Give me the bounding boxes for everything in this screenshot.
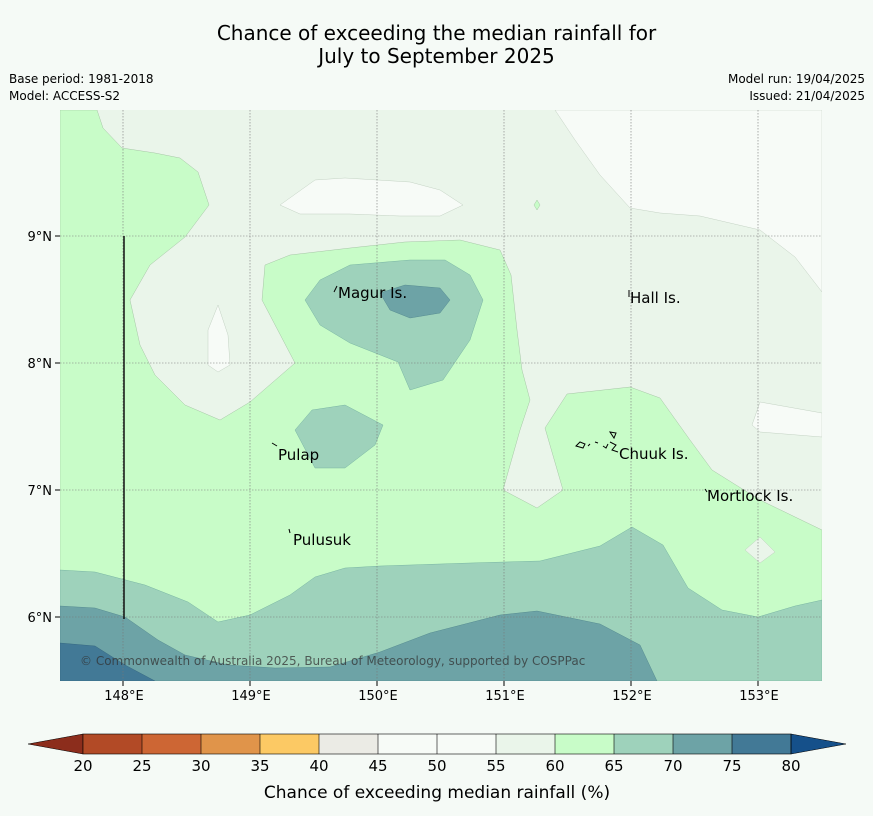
island-pulusuk xyxy=(288,528,291,534)
colorbar-seg-35-40 xyxy=(260,734,319,754)
colorbar-seg-65-70 xyxy=(614,734,673,754)
lat-label-6: 6°N xyxy=(28,611,53,626)
contour-hole-west xyxy=(207,304,231,373)
colorbar-seg-75-80 xyxy=(732,734,791,754)
colorbar-tick-20: 20 xyxy=(73,757,92,775)
colorbar-tick-40: 40 xyxy=(309,757,328,775)
colorbar-extend-low xyxy=(27,733,84,755)
contour-75-80 xyxy=(60,642,156,681)
colorbar-tick-35: 35 xyxy=(250,757,269,775)
lon-label-150: 150°E xyxy=(358,689,398,704)
lon-label-153: 153°E xyxy=(739,689,779,704)
island-magur xyxy=(333,285,338,293)
colorbar-tick-70: 70 xyxy=(663,757,682,775)
map-plot: © Commonwealth of Australia 2025, Bureau… xyxy=(60,110,822,681)
contour-70-75-south xyxy=(60,605,658,681)
colorbar-seg-70-75 xyxy=(673,734,732,754)
contour-hole-east xyxy=(744,536,776,564)
colorbar-tick-65: 65 xyxy=(604,757,623,775)
lat-label-9: 9°N xyxy=(28,230,53,245)
island-pulap xyxy=(271,442,278,447)
lon-label-151: 151°E xyxy=(485,689,525,704)
place-pulusuk: Pulusuk xyxy=(293,531,351,549)
map-title: Chance of exceeding the median rainfall … xyxy=(0,22,873,68)
contour-70-75-magur xyxy=(379,284,451,319)
colorbar-tick-30: 30 xyxy=(191,757,210,775)
islands xyxy=(271,285,708,534)
title-line-2: July to September 2025 xyxy=(318,44,555,68)
colorbar-tick-50: 50 xyxy=(427,757,446,775)
colorbar-seg-60-65 xyxy=(555,734,614,754)
colorbar-seg-55-60 xyxy=(496,734,555,754)
colorbar-seg-50-55 xyxy=(437,734,496,754)
gridlines xyxy=(60,110,822,681)
place-magur: Magur Is. xyxy=(338,284,407,302)
place-chuuk: Chuuk Is. xyxy=(619,445,688,463)
contour-dot xyxy=(533,199,541,211)
contour-50-55-ne xyxy=(554,110,822,293)
colorbar-seg-25-30 xyxy=(142,734,201,754)
colorbar-tick-75: 75 xyxy=(722,757,741,775)
place-pulap: Pulap xyxy=(278,446,319,464)
lon-label-152: 152°E xyxy=(612,689,652,704)
issued-date: Issued: 21/04/2025 xyxy=(749,89,865,103)
place-mortlock: Mortlock Is. xyxy=(707,487,793,505)
place-hall: Hall Is. xyxy=(630,289,681,307)
lon-label-149: 149°E xyxy=(231,689,271,704)
island-chuuk xyxy=(575,431,619,453)
contour-65-70-pulap xyxy=(294,404,384,469)
colorbar-seg-40-45 xyxy=(319,734,378,754)
lon-label-148: 148°E xyxy=(104,689,144,704)
meta-right: Model run: 19/04/2025 Issued: 21/04/2025 xyxy=(728,71,865,105)
colorbar: 20 25 30 35 40 45 50 55 60 65 70 75 80 C… xyxy=(27,733,847,803)
model-run: Model run: 19/04/2025 xyxy=(727,72,865,86)
colorbar-seg-20-25 xyxy=(83,734,142,754)
title-line-1: Chance of exceeding the median rainfall … xyxy=(216,21,657,45)
colorbar-label: Chance of exceeding median rainfall (%) xyxy=(264,783,610,803)
colorbar-tick-60: 60 xyxy=(545,757,564,775)
colorbar-tick-80: 80 xyxy=(781,757,800,775)
axis-ticks xyxy=(55,235,759,686)
model-name: Model: ACCESS-S2 xyxy=(9,89,121,103)
lat-label-8: 8°N xyxy=(28,357,53,372)
colorbar-tick-25: 25 xyxy=(132,757,151,775)
colorbar-tick-45: 45 xyxy=(368,757,387,775)
contour-50-55-north xyxy=(279,177,464,217)
copyright-text: © Commonwealth of Australia 2025, Bureau… xyxy=(80,654,585,668)
colorbar-seg-45-50 xyxy=(378,734,437,754)
contour-50-55-east xyxy=(751,401,822,438)
colorbar-seg-30-35 xyxy=(201,734,260,754)
colorbar-tick-55: 55 xyxy=(486,757,505,775)
meta-left: Base period: 1981-2018 Model: ACCESS-S2 xyxy=(9,71,154,105)
lat-label-7: 7°N xyxy=(28,484,53,499)
colorbar-extend-high xyxy=(790,733,847,755)
base-period: Base period: 1981-2018 xyxy=(9,72,154,86)
island-mortlock xyxy=(704,488,708,493)
